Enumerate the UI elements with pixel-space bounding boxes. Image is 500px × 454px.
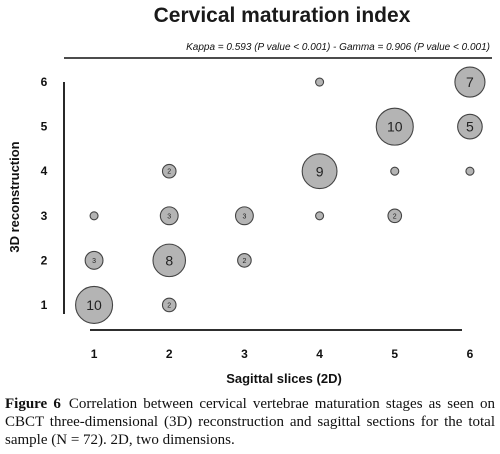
bubble-label: 7 (466, 74, 474, 90)
figure-caption: Figure 6 Correlation between cervical ver… (5, 395, 495, 449)
bubble-label: 8 (165, 252, 173, 268)
y-tick-label: 2 (41, 253, 48, 267)
tick-labels: 1 2 3 4 5 6 1 2 3 4 5 6 (41, 75, 474, 361)
y-axis-label: 3D reconstruction (7, 141, 22, 252)
bubble-point (315, 77, 325, 87)
x-tick-label: 4 (316, 347, 323, 361)
chart-title: Cervical maturation index (154, 4, 411, 27)
bubbles: 10 3 2 8 3 2 2 3 9 2 10 5 7 (75, 66, 486, 324)
bubble-label: 9 (316, 163, 324, 179)
x-tick-label: 2 (166, 347, 173, 361)
bubble-point (315, 211, 325, 221)
bubble-chart: Cervical maturation index Kappa = 0.593 … (7, 4, 492, 386)
chart-subtitle: Kappa = 0.593 (P value < 0.001) - Gamma … (186, 42, 490, 53)
bubble-label: 5 (466, 119, 474, 135)
bubble-point (457, 113, 483, 140)
bubble-point (84, 250, 104, 270)
bubble-label: 2 (242, 258, 246, 265)
bubble-point (465, 166, 475, 176)
bubble-point (237, 253, 252, 268)
bubble-point (159, 206, 179, 226)
bubble-label: 2 (393, 213, 397, 220)
bubble-point (301, 153, 338, 190)
y-tick-label: 6 (41, 75, 48, 89)
y-tick-label: 4 (41, 164, 48, 178)
y-tick-label: 3 (41, 209, 48, 223)
bubble-point (161, 163, 177, 179)
bubble-point (454, 66, 486, 98)
y-tick-label: 1 (41, 298, 48, 312)
bubble-label: 10 (86, 297, 102, 313)
bubble-point (75, 285, 114, 324)
bubble-label: 10 (387, 119, 403, 135)
y-tick-label: 5 (41, 120, 48, 134)
x-tick-label: 3 (241, 347, 248, 361)
x-tick-label: 5 (391, 347, 398, 361)
bubble-point (375, 107, 414, 146)
x-tick-label: 6 (467, 347, 474, 361)
bubble-point (387, 208, 403, 224)
bubble-label: 3 (92, 258, 96, 265)
bubble-point (152, 243, 187, 278)
bubble-point (89, 211, 99, 221)
x-tick-label: 1 (91, 347, 98, 361)
bubble-label: 2 (167, 302, 171, 309)
x-axis-label: Sagittal slices (2D) (226, 371, 342, 386)
bubble-label: 3 (242, 213, 246, 220)
bubble-point (161, 297, 177, 313)
bubble-label: 3 (167, 213, 171, 220)
figure-label: Figure 6 (5, 396, 61, 412)
bubble-point (234, 206, 254, 226)
bubble-label: 2 (167, 169, 171, 176)
bubble-point (390, 166, 400, 176)
caption-text: Correlation between cervical vertebrae m… (5, 396, 495, 448)
